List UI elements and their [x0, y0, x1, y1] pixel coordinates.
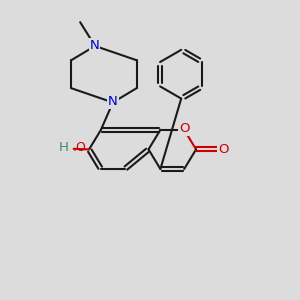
Text: N: N	[89, 39, 99, 52]
Text: O: O	[218, 143, 229, 156]
Text: N: N	[108, 95, 118, 108]
Text: O: O	[179, 122, 189, 135]
Text: H: H	[58, 141, 68, 154]
Text: .O: .O	[73, 141, 87, 154]
